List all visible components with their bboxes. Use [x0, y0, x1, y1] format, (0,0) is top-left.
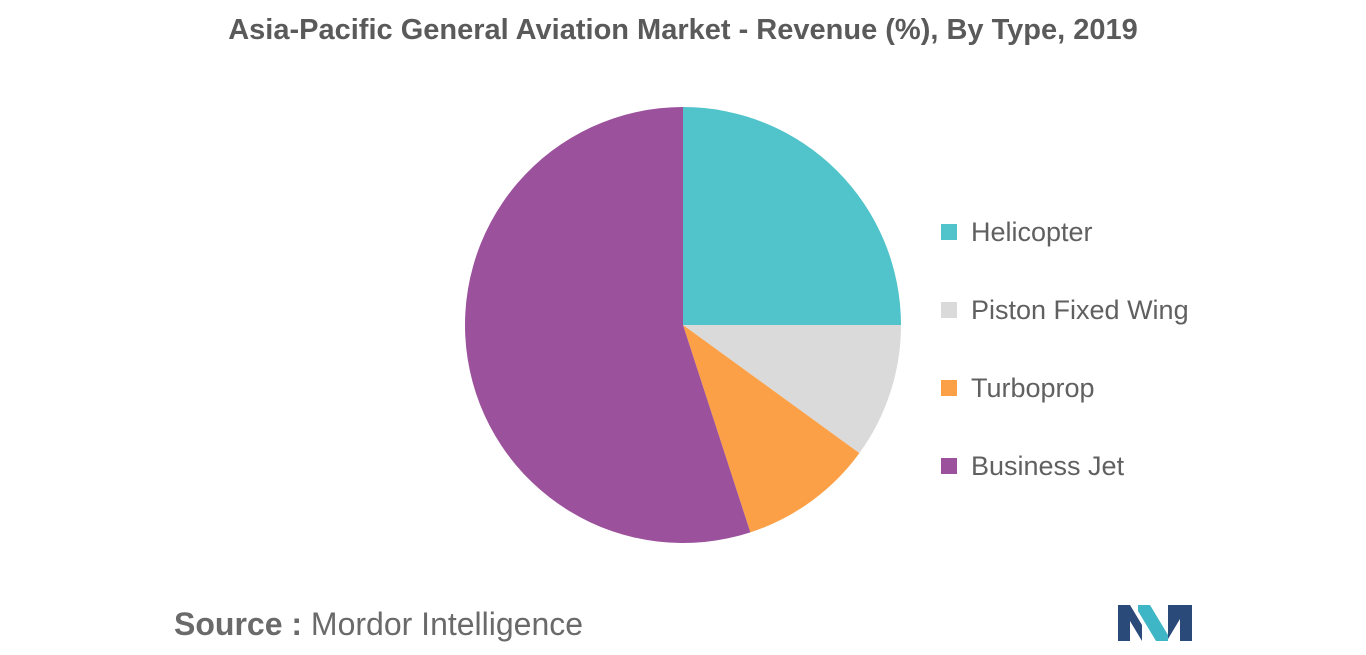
logo-shape-mid — [1138, 605, 1168, 641]
pie-slice-turboprop — [683, 325, 860, 533]
legend-item-piston-fixed-wing: Piston Fixed Wing — [941, 271, 1189, 349]
legend-label-turboprop: Turboprop — [971, 372, 1095, 403]
legend-item-helicopter: Helicopter — [941, 193, 1189, 271]
legend-label-helicopter: Helicopter — [971, 216, 1093, 247]
source-value: Mordor Intelligence — [310, 606, 584, 642]
legend-swatch-turboprop — [941, 380, 957, 396]
mordor-intelligence-logo — [1118, 605, 1192, 641]
logo-shape-right — [1168, 605, 1192, 641]
legend-item-turboprop: Turboprop — [941, 349, 1189, 427]
legend-swatch-piston-fixed-wing — [941, 302, 957, 318]
legend: Helicopter Piston Fixed Wing Turboprop B… — [941, 193, 1189, 505]
chart-title: Asia-Pacific General Aviation Market - R… — [228, 14, 1138, 46]
legend-label-business-jet: Business Jet — [971, 450, 1125, 481]
legend-swatch-helicopter — [941, 224, 957, 240]
source-key: Source : — [174, 606, 303, 642]
pie-slice-piston-fixed-wing — [683, 325, 901, 454]
logo-shape-left — [1118, 605, 1142, 641]
pie-slice-business-jet — [464, 107, 751, 543]
legend-label-piston-fixed-wing: Piston Fixed Wing — [971, 294, 1189, 325]
legend-swatch-business-jet — [941, 458, 957, 474]
pie-slice-helicopter — [683, 107, 901, 325]
source-note: Source : Mordor Intelligence — [174, 606, 583, 643]
legend-item-business-jet: Business Jet — [941, 427, 1189, 505]
